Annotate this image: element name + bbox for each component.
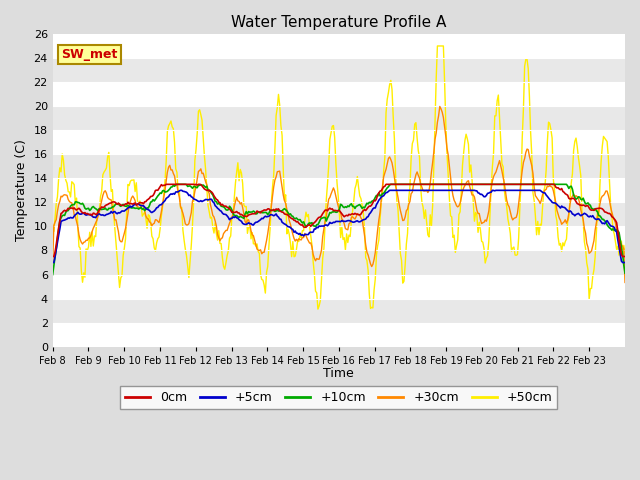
Bar xyxy=(52,323,625,347)
X-axis label: Time: Time xyxy=(323,367,354,380)
Bar xyxy=(52,34,625,58)
Bar xyxy=(52,227,625,251)
Bar xyxy=(52,178,625,203)
Text: SW_met: SW_met xyxy=(61,48,118,61)
Bar xyxy=(52,130,625,154)
Title: Water Temperature Profile A: Water Temperature Profile A xyxy=(231,15,447,30)
Y-axis label: Temperature (C): Temperature (C) xyxy=(15,139,28,241)
Bar xyxy=(52,154,625,178)
Legend: 0cm, +5cm, +10cm, +30cm, +50cm: 0cm, +5cm, +10cm, +30cm, +50cm xyxy=(120,386,557,409)
Bar xyxy=(52,82,625,106)
Bar xyxy=(52,299,625,323)
Bar xyxy=(52,275,625,299)
Bar xyxy=(52,58,625,82)
Bar xyxy=(52,251,625,275)
Bar xyxy=(52,106,625,130)
Bar xyxy=(52,203,625,227)
